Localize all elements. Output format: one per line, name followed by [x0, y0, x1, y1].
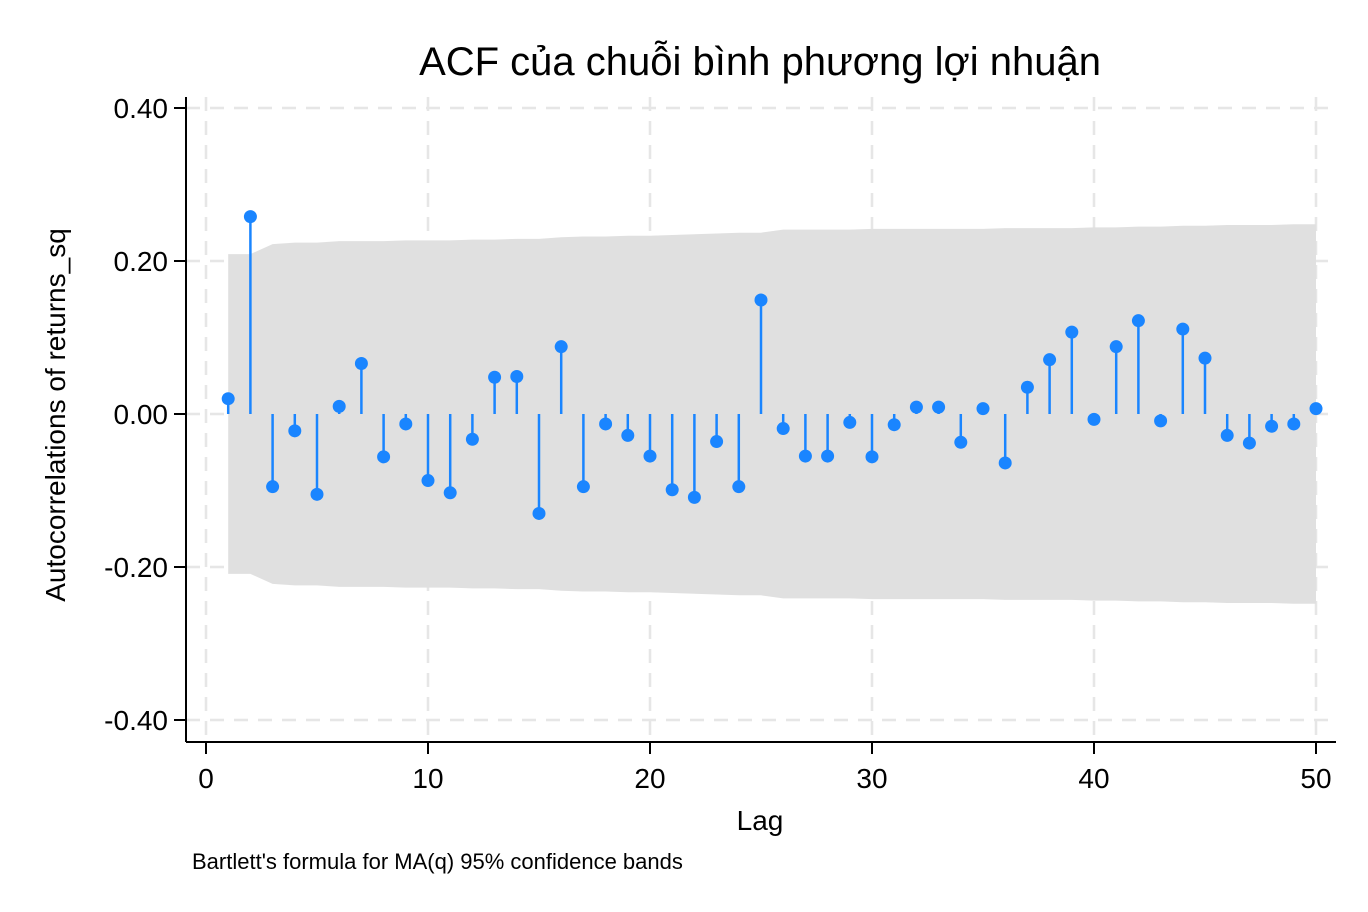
acf-point — [998, 456, 1012, 470]
acf-point — [465, 432, 479, 446]
acf-point — [865, 450, 879, 464]
axes — [174, 97, 1336, 754]
points — [221, 210, 1323, 520]
acf-point — [843, 415, 857, 429]
x-tick-label: 50 — [1300, 763, 1331, 794]
acf-point — [443, 486, 457, 500]
acf-point — [887, 418, 901, 432]
acf-point — [1198, 351, 1212, 365]
y-tick-label: 0.00 — [114, 399, 169, 430]
acf-point — [510, 370, 524, 384]
acf-point — [576, 480, 590, 494]
y-tick-label: 0.20 — [114, 246, 169, 277]
acf-point — [288, 424, 302, 438]
acf-point — [421, 474, 435, 488]
acf-point — [1020, 380, 1034, 394]
acf-point — [1309, 402, 1323, 416]
y-tick-label: -0.40 — [104, 705, 168, 736]
acf-point — [621, 428, 635, 442]
x-tick-label: 40 — [1078, 763, 1109, 794]
acf-point — [554, 340, 568, 354]
acf-point — [909, 400, 923, 414]
acf-point — [221, 392, 235, 406]
acf-point — [798, 449, 812, 463]
acf-point — [732, 480, 746, 494]
acf-point — [354, 357, 368, 371]
acf-point — [243, 210, 257, 224]
x-axis-label: Lag — [737, 805, 784, 836]
acf-point — [954, 435, 968, 449]
confidence-band — [228, 224, 1317, 604]
acf-point — [599, 417, 613, 431]
acf-point — [932, 400, 946, 414]
acf-point — [1265, 419, 1279, 433]
x-tick-label: 0 — [198, 763, 214, 794]
acf-point — [377, 450, 391, 464]
tick-labels: 0 10 20 30 40 50 -0.40 -0.20 0.00 0.20 0.40 — [104, 93, 1331, 794]
acf-point — [532, 506, 546, 520]
acf-point — [488, 370, 502, 384]
acf-point — [332, 399, 346, 413]
acf-point — [1131, 314, 1145, 328]
acf-point — [1109, 340, 1123, 354]
acf-point — [1242, 436, 1256, 450]
acf-point — [399, 417, 413, 431]
confidence-band-note: Bartlett's formula for MA(q) 95% confide… — [192, 849, 683, 874]
acf-point — [976, 402, 990, 416]
acf-point — [710, 435, 724, 449]
acf-point — [1043, 353, 1057, 367]
x-tick-label: 20 — [634, 763, 665, 794]
acf-point — [266, 480, 280, 494]
acf-point — [665, 483, 679, 497]
acf-point — [1220, 428, 1234, 442]
acf-point — [821, 449, 835, 463]
acf-point — [687, 490, 701, 504]
y-axis-label: Autocorrelations of returns_sq — [40, 228, 71, 602]
acf-point — [643, 449, 657, 463]
y-tick-label: 0.40 — [114, 93, 169, 124]
x-tick-label: 10 — [412, 763, 443, 794]
acf-point — [754, 293, 768, 307]
acf-point — [1154, 414, 1168, 428]
acf-point — [1287, 417, 1301, 431]
acf-point — [1087, 412, 1101, 426]
acf-point — [1176, 322, 1190, 336]
acf-point — [310, 487, 324, 501]
acf-point — [1065, 325, 1079, 339]
acf-point — [776, 422, 790, 436]
x-tick-label: 30 — [856, 763, 887, 794]
y-tick-label: -0.20 — [104, 552, 168, 583]
chart-title: ACF của chuỗi bình phương lợi nhuận — [419, 39, 1101, 84]
